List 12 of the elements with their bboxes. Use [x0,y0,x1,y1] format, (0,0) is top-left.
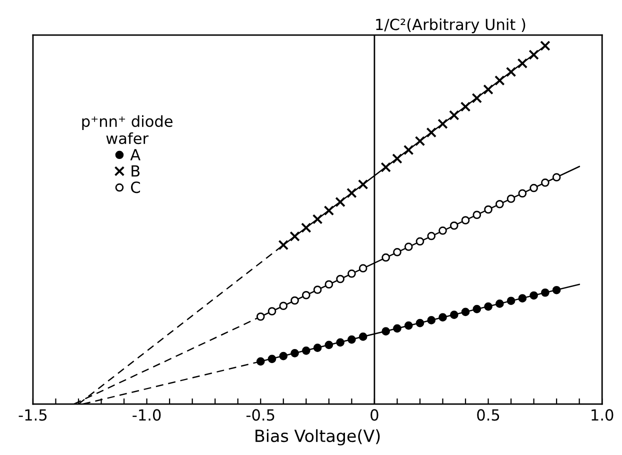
y-axis-title: 1/C²(Arbitrary Unit ) [376,18,526,34]
legend-label: A [130,149,140,160]
x-tick-label: 0.5 [477,409,500,421]
x-tick-label: 0 [370,409,378,421]
legend-label: B [132,165,140,177]
legend-title: p⁺nn⁺ diode wafer [82,115,172,144]
x-axis-title: Bias Voltage(V) [256,429,380,446]
x-tick-label: -1.5 [18,409,47,421]
legend-label: C [131,182,140,194]
x-tick-label: -1.0 [132,409,161,421]
x-tick-label: 1.0 [592,409,614,421]
x-tick-label: -0.5 [246,409,274,421]
